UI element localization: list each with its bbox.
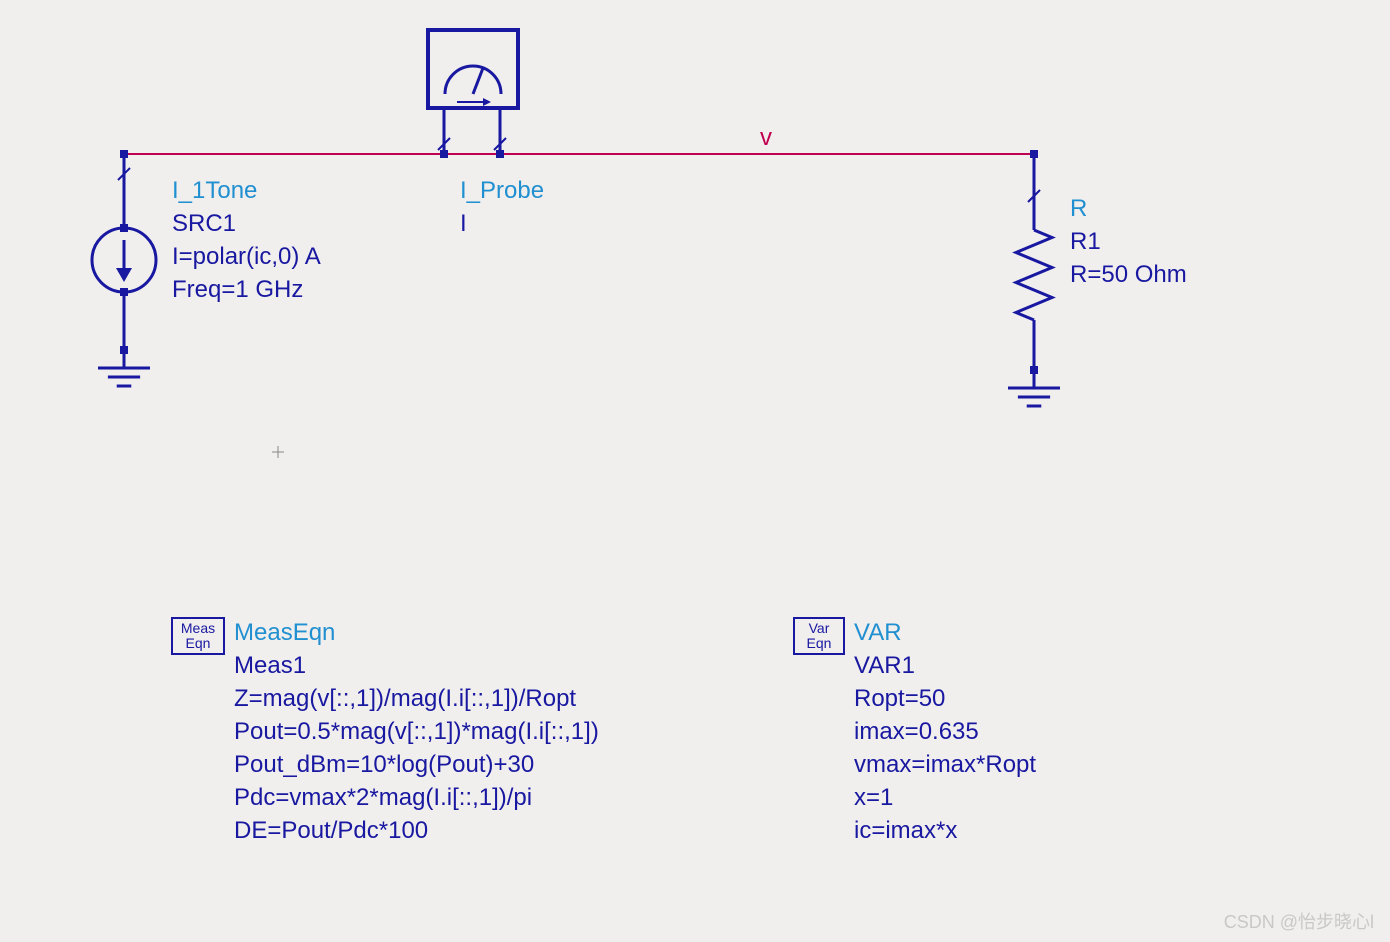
meas-eqn-name: Meas1 <box>234 652 306 679</box>
source-param-0: I=polar(ic,0) A <box>172 243 321 270</box>
meas-eqn-line-4: DE=Pout/Pdc*100 <box>234 817 428 844</box>
node-dot <box>120 224 128 232</box>
current-probe[interactable]: I_Probe I <box>428 30 544 237</box>
resistor[interactable]: R R1 R=50 Ohm <box>1016 150 1187 374</box>
var-eqn-name: VAR1 <box>854 652 915 679</box>
node-dot <box>440 150 448 158</box>
node-dot <box>120 346 128 354</box>
var-eqn-line-2: vmax=imax*Ropt <box>854 751 1036 778</box>
current-source[interactable]: I_1Tone SRC1 I=polar(ic,0) A Freq=1 GHz <box>92 150 321 354</box>
meas-eqn-line-1: Pout=0.5*mag(v[::,1])*mag(I.i[::,1]) <box>234 718 599 745</box>
wire-label-v: v <box>760 124 772 151</box>
node-dot <box>1030 366 1038 374</box>
ground-0 <box>98 346 150 386</box>
meas-eqn-icon-text-0: Meas <box>181 620 215 636</box>
meas-eqn[interactable]: MeasEqn MeasEqnMeas1Z=mag(v[::,1])/mag(I.… <box>172 618 599 844</box>
ground-symbol <box>1008 366 1060 406</box>
resistor-param-0: R=50 Ohm <box>1070 261 1187 288</box>
ground-symbol <box>98 346 150 386</box>
var-eqn[interactable]: VarEqn VAR VAR1 Ropt=50 imax=0.635 vmax=imax*… <box>794 618 1036 844</box>
node-dot <box>120 150 128 158</box>
var-eqn-line-1: imax=0.635 <box>854 718 979 745</box>
var-eqn-line-4: ic=imax*x <box>854 817 957 844</box>
meas-eqn-line-0: Z=mag(v[::,1])/mag(I.i[::,1])/Ropt <box>234 685 576 712</box>
resistor-name: R1 <box>1070 228 1101 255</box>
node-dot <box>1030 150 1038 158</box>
node-dot <box>496 150 504 158</box>
var-eqn-icon-text-0: Var <box>809 620 830 636</box>
meas-eqn-line-3: Pdc=vmax*2*mag(I.i[::,1])/pi <box>234 784 532 811</box>
meas-eqn-type-label: MeasEqn <box>234 619 335 646</box>
probe-name: I <box>460 210 467 237</box>
ground-1 <box>1008 366 1060 406</box>
watermark: CSDN @怡步晓心l <box>1224 908 1374 934</box>
source-param-1: Freq=1 GHz <box>172 276 303 303</box>
meas-eqn-icon-text-1: Eqn <box>186 635 211 651</box>
var-eqn-type-label: VAR <box>854 619 902 646</box>
meter-icon <box>428 30 518 108</box>
node-dot <box>120 288 128 296</box>
var-eqn-line-0: Ropt=50 <box>854 685 945 712</box>
source-type-label: I_1Tone <box>172 177 257 204</box>
schematic-canvas: v I_1Tone SRC1 I=polar(ic,0) A Freq=1 GHz I_P… <box>0 0 1390 942</box>
var-eqn-icon-text-1: Eqn <box>807 635 832 651</box>
source-name: SRC1 <box>172 210 236 237</box>
meas-eqn-line-2: Pout_dBm=10*log(Pout)+30 <box>234 751 534 778</box>
resistor-type-label: R <box>1070 195 1087 222</box>
var-eqn-line-3: x=1 <box>854 784 893 811</box>
probe-type-label: I_Probe <box>460 177 544 204</box>
